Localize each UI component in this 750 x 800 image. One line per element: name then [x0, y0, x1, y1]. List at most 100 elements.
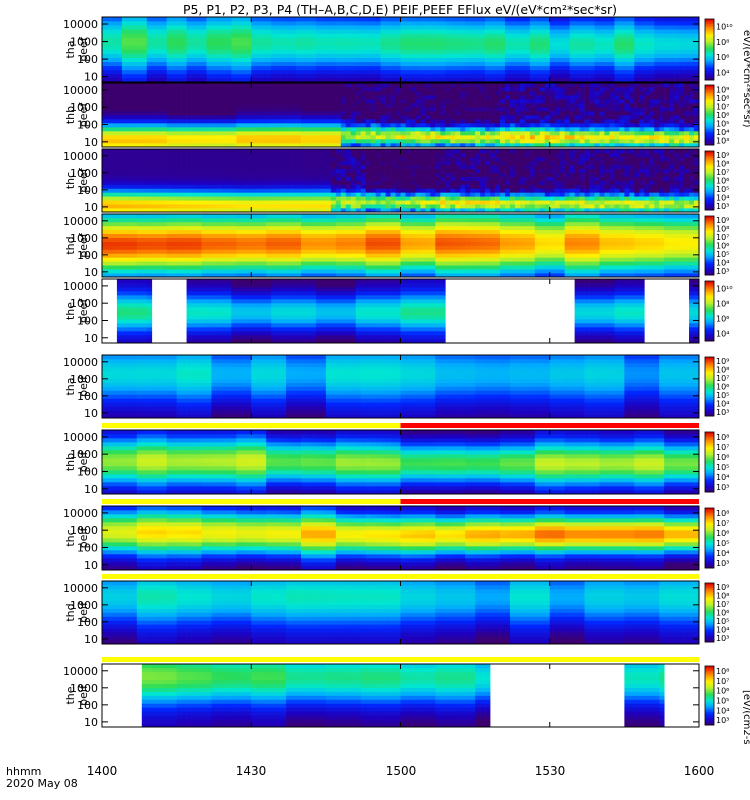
spectrogram-cell — [544, 119, 551, 124]
spectrogram-cell — [355, 49, 362, 54]
spectrogram-cell — [296, 53, 302, 58]
spectrogram-cell — [296, 176, 302, 181]
spectrogram-cell — [320, 135, 327, 140]
spectrogram-cell — [261, 156, 267, 162]
spectrogram-cell — [156, 53, 163, 58]
spectrogram-cell — [166, 208, 172, 213]
spectrogram-cell — [340, 61, 347, 67]
spectrogram-cell — [370, 196, 376, 201]
spectrogram-cell — [121, 180, 128, 185]
spectrogram-cell — [514, 127, 521, 132]
spectrogram-cell — [410, 37, 416, 42]
spectrogram-cell — [465, 119, 471, 124]
spectrogram-cell — [579, 53, 585, 58]
spectrogram-cell — [624, 33, 630, 38]
spectrogram-cell — [445, 29, 451, 34]
spectrogram-cell — [674, 83, 680, 88]
spectrogram-cell — [435, 143, 441, 148]
spectrogram-cell — [171, 176, 177, 181]
spectrogram-cell — [569, 61, 575, 67]
spectrogram-cell — [315, 204, 322, 209]
spectrogram-cell — [440, 83, 446, 88]
spectrogram-cell — [305, 99, 312, 104]
spectrogram-cell — [365, 111, 371, 116]
spectrogram-cell — [196, 25, 202, 30]
spectrogram-cell — [445, 25, 451, 30]
spectrogram-cell — [261, 188, 267, 193]
spectrogram-cell — [296, 21, 302, 26]
spectrogram-cell — [151, 115, 158, 120]
spectrogram-cell — [191, 131, 197, 136]
spectrogram-cell — [564, 131, 570, 136]
spectrogram-cell — [305, 77, 312, 83]
spectrogram-cell — [415, 25, 421, 30]
spectrogram-cell — [131, 49, 138, 54]
spectrogram-cell — [276, 135, 282, 140]
spectrogram-cell — [186, 83, 192, 88]
spectrogram-cell — [689, 61, 695, 67]
spectrogram-cell — [236, 83, 242, 88]
spectrogram-cell — [211, 111, 217, 116]
spectrogram-cell — [634, 37, 640, 42]
colorbar-segment — [705, 107, 714, 110]
spectrogram-cell — [490, 45, 496, 50]
spectrogram-cell — [589, 65, 595, 71]
spectrogram-cell — [345, 83, 352, 88]
spectrogram-cell — [305, 160, 312, 166]
spectrogram-cell — [241, 168, 247, 173]
spectrogram-cell — [385, 49, 391, 54]
spectrogram-cell — [455, 61, 461, 67]
spectrogram-cell — [410, 149, 416, 154]
spectrogram-cell — [564, 49, 570, 54]
spectrogram-cell — [370, 45, 376, 50]
spectrogram-cell — [286, 17, 292, 22]
spectrogram-cell — [301, 200, 307, 205]
spectrogram-cell — [251, 164, 257, 170]
spectrogram-cell — [106, 17, 113, 22]
spectrogram-cell — [320, 115, 327, 120]
spectrogram-cell — [370, 156, 376, 162]
spectrogram-cell — [490, 107, 496, 112]
spectrogram-cell — [455, 83, 461, 88]
spectrogram-cell — [500, 73, 506, 79]
spectrogram-cell — [554, 17, 561, 22]
spectrogram-cell — [659, 25, 665, 30]
spectrogram-cell — [186, 65, 192, 71]
spectrogram-cell — [261, 45, 267, 50]
spectrogram-cell — [106, 61, 113, 67]
spectrogram-cell — [136, 99, 143, 104]
spectrogram-cell — [146, 57, 153, 63]
spectrogram-cell — [241, 208, 247, 213]
spectrogram-cell — [664, 29, 670, 34]
spectrogram-cell — [564, 33, 570, 38]
spectrogram-cell — [365, 180, 371, 185]
spectrogram-cell — [365, 192, 371, 197]
spectrogram-cell — [375, 131, 381, 136]
spectrogram-cell — [256, 143, 262, 148]
spectrogram-cell — [350, 29, 357, 34]
spectrogram-cell — [126, 152, 133, 158]
spectrogram-cell — [490, 115, 496, 120]
spectrogram-cell — [480, 17, 486, 22]
spectrogram-cell — [146, 180, 153, 185]
spectrogram-cell — [365, 208, 371, 213]
spectrogram-cell — [380, 25, 386, 30]
spectrogram-cell — [102, 91, 108, 96]
spectrogram-cell — [196, 204, 202, 209]
spectrogram-cell — [390, 172, 396, 177]
spectrogram-cell — [400, 139, 406, 144]
spectrogram-cell — [375, 164, 381, 170]
spectrogram-cell — [156, 49, 163, 54]
spectrogram-cell — [271, 33, 277, 38]
spectrogram-cell — [176, 131, 182, 136]
spectrogram-cell — [156, 123, 163, 128]
spectrogram-cell — [355, 160, 362, 166]
spectrogram-cell — [450, 37, 456, 42]
spectrogram-cell — [400, 149, 406, 154]
spectrogram-cell — [604, 111, 610, 116]
spectrogram-cell — [415, 131, 421, 136]
spectrogram-cell — [136, 131, 143, 136]
spectrogram-cell — [554, 123, 561, 128]
spectrogram-cell — [106, 91, 113, 96]
spectrogram-cell — [276, 111, 282, 116]
